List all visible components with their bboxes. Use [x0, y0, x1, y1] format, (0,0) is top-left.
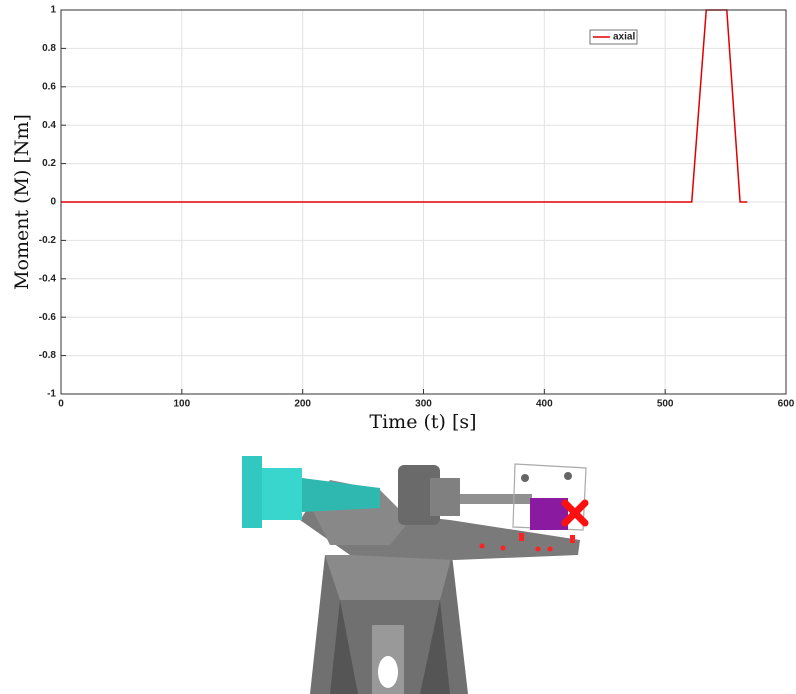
sensor — [519, 533, 524, 541]
y-axis-label: Moment (M) [Nm] — [11, 114, 33, 290]
sensor — [479, 543, 485, 549]
tower-rib — [330, 600, 358, 694]
y-tick-label: -0.8 — [39, 350, 57, 361]
sensor — [570, 535, 575, 543]
sensors — [479, 533, 575, 552]
y-tick-label: -0.4 — [39, 273, 57, 284]
x-tick-label: 0 — [58, 399, 64, 410]
y-tick-label: 1 — [50, 5, 56, 16]
legend-box — [589, 29, 638, 45]
x-tick-label: 100 — [173, 399, 190, 410]
legend-label: axial — [613, 32, 635, 43]
coupling — [430, 478, 460, 516]
bolt — [521, 474, 529, 482]
y-tick-label: 0.8 — [42, 43, 56, 54]
sensor — [500, 545, 506, 551]
bolt — [564, 472, 572, 480]
fault-marker — [561, 499, 589, 527]
y-tick-label: -0.2 — [39, 235, 57, 246]
main-shaft — [302, 478, 380, 512]
turbine-illustration — [242, 456, 589, 694]
x-tick-label: 200 — [294, 399, 311, 410]
sensor — [535, 546, 541, 552]
y-tick-label: 0.6 — [42, 81, 56, 92]
y-tick-label: -1 — [47, 389, 56, 400]
y-tick-label: 0 — [50, 197, 56, 208]
y-tick-label: 0.2 — [42, 158, 56, 169]
x-tick-label: 400 — [536, 399, 553, 410]
tower-top — [325, 555, 452, 600]
fault-stroke — [561, 499, 589, 527]
tower-hole — [378, 656, 398, 688]
legend: axial — [589, 29, 638, 45]
x-axis-label: Time (t) [s] — [369, 411, 476, 433]
x-tick-label: 600 — [778, 399, 795, 410]
y-tick-label: -0.6 — [39, 312, 57, 323]
hub — [262, 468, 302, 520]
x-tick-label: 300 — [415, 399, 432, 410]
x-tick-label: 500 — [657, 399, 674, 410]
tower-rib — [420, 600, 450, 694]
y-tick-label: 0.4 — [42, 120, 56, 131]
sensor — [547, 546, 553, 552]
generator-frame — [512, 463, 587, 531]
hs-shaft — [460, 494, 532, 504]
axes-frame — [60, 9, 787, 395]
hub-flange — [242, 456, 262, 528]
gearbox — [398, 465, 440, 525]
